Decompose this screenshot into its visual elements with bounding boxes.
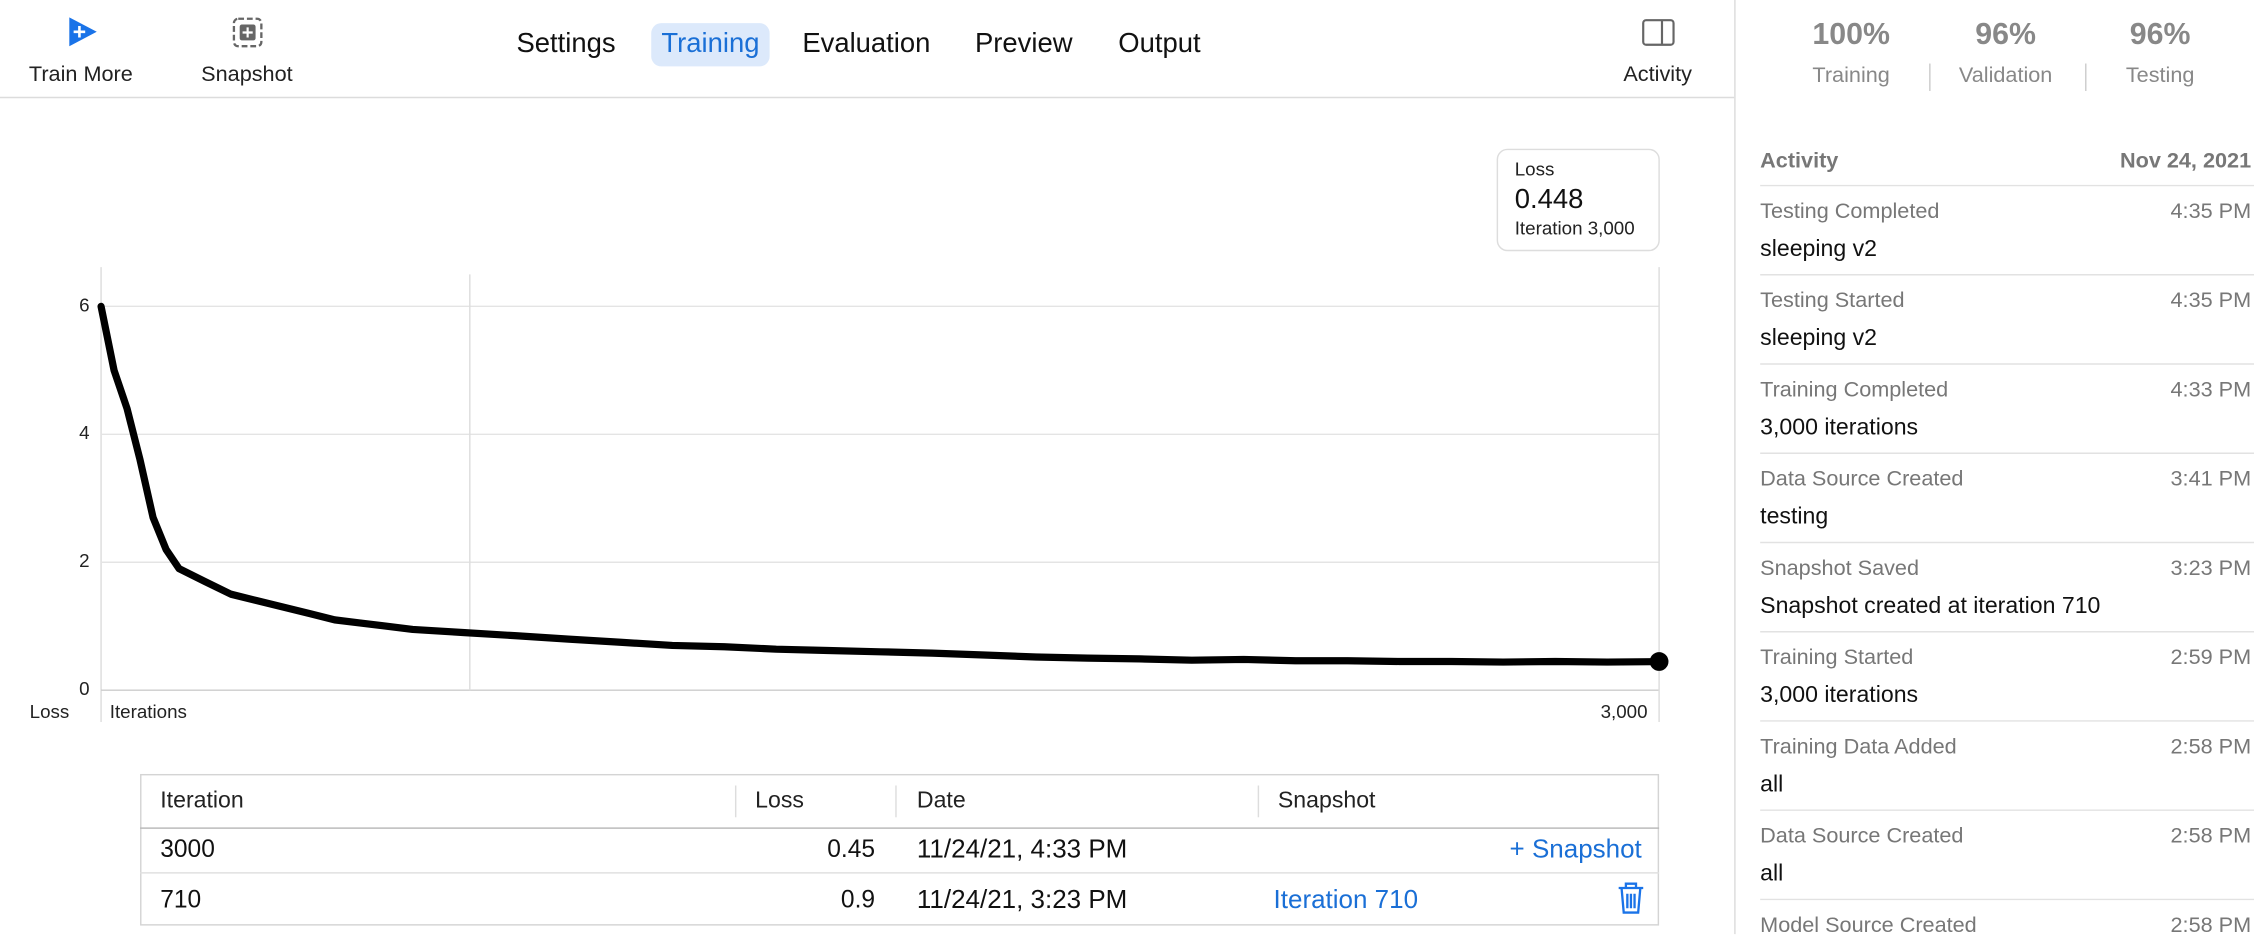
metric-label: Validation bbox=[1959, 62, 2052, 87]
y-tick-label: 4 bbox=[79, 422, 89, 443]
active-tab-bg bbox=[651, 23, 770, 67]
activity-detail: testing bbox=[1760, 503, 1828, 529]
activity-detail: 3,000 iterations bbox=[1760, 681, 1918, 707]
x-tick-label: 3,000 bbox=[1601, 701, 1648, 722]
tab[interactable]: Preview bbox=[975, 27, 1073, 58]
activity-event: Training Completed bbox=[1760, 376, 1948, 401]
activity-time: 3:23 PM bbox=[2171, 555, 2252, 580]
cell-loss: 0.9 bbox=[841, 887, 875, 914]
activity-event: Model Source Created bbox=[1760, 912, 1977, 934]
trash-icon bbox=[1618, 882, 1644, 914]
cell-iteration: 3000 bbox=[160, 836, 215, 863]
plus-icon bbox=[242, 27, 253, 38]
activity-time: 2:59 PM bbox=[2171, 644, 2252, 669]
activity-detail: all bbox=[1760, 860, 1783, 886]
activity-time: 4:33 PM bbox=[2171, 376, 2252, 401]
y-tick-label: 2 bbox=[79, 550, 89, 571]
tooltip-box bbox=[1496, 148, 1660, 252]
tab[interactable]: Settings bbox=[516, 27, 615, 58]
activity-event: Training Started bbox=[1760, 644, 1913, 669]
y-tick-label: 0 bbox=[79, 678, 89, 699]
tooltip-label: Iteration 3,000 bbox=[1515, 218, 1635, 239]
activity-event: Data Source Created bbox=[1760, 823, 1963, 848]
activity-icon bbox=[1642, 19, 1675, 46]
activity-event: Testing Completed bbox=[1760, 198, 1939, 223]
tab[interactable]: Evaluation bbox=[802, 27, 930, 58]
activity-time: 2:58 PM bbox=[2171, 912, 2252, 934]
metric-value: 100% bbox=[1812, 18, 1890, 51]
table-frame bbox=[140, 773, 1660, 926]
activity-detail: all bbox=[1760, 770, 1783, 796]
activity-detail: sleeping v2 bbox=[1760, 324, 1877, 350]
activity-label[interactable]: Activity bbox=[1623, 61, 1692, 86]
metric-label: Training bbox=[1812, 62, 1889, 87]
delete-button[interactable] bbox=[1618, 882, 1644, 914]
table-header: Date bbox=[917, 787, 966, 813]
metric-value: 96% bbox=[2130, 18, 2191, 51]
activity-time: 2:58 PM bbox=[2171, 823, 2252, 848]
train-more-label[interactable]: Train More bbox=[29, 61, 133, 86]
train-more-button[interactable] bbox=[69, 17, 97, 47]
tooltip-value: 0.448 bbox=[1515, 183, 1584, 214]
cell-date: 11/24/21, 3:23 PM bbox=[917, 884, 1127, 914]
activity-detail: Snapshot created at iteration 710 bbox=[1760, 592, 2100, 618]
activity-title: Activity bbox=[1760, 147, 1838, 172]
x-axis-label: Iterations bbox=[110, 701, 187, 722]
plus-icon bbox=[73, 25, 86, 38]
activity-event: Data Source Created bbox=[1760, 466, 1963, 491]
activity-event: Testing Started bbox=[1760, 287, 1904, 312]
add-snapshot-link[interactable]: + Snapshot bbox=[1510, 833, 1643, 863]
table-header: Snapshot bbox=[1278, 787, 1376, 813]
loss-line bbox=[97, 302, 1663, 666]
activity-detail: 3,000 iterations bbox=[1760, 413, 1918, 439]
activity-time: 2:58 PM bbox=[2171, 733, 2252, 758]
metric-label: Testing bbox=[2126, 62, 2195, 87]
tab[interactable]: Output bbox=[1118, 27, 1201, 58]
cell-iteration: 710 bbox=[160, 887, 201, 914]
activity-event: Snapshot Saved bbox=[1760, 555, 1919, 580]
activity-time: 4:35 PM bbox=[2171, 198, 2252, 223]
activity-time: 3:41 PM bbox=[2171, 466, 2252, 491]
y-tick-label: 6 bbox=[79, 294, 89, 315]
activity-date: Nov 24, 2021 bbox=[2120, 147, 2251, 172]
snapshot-link[interactable]: Iteration 710 bbox=[1274, 884, 1418, 914]
cell-date: 11/24/21, 4:33 PM bbox=[917, 833, 1127, 863]
activity-detail: sleeping v2 bbox=[1760, 235, 1877, 261]
table-header: Iteration bbox=[160, 787, 243, 813]
tooltip-title: Loss bbox=[1515, 158, 1555, 179]
tab[interactable]: Training bbox=[661, 27, 759, 58]
activity-time: 4:35 PM bbox=[2171, 287, 2252, 312]
snapshot-button[interactable] bbox=[232, 17, 263, 48]
snapshot-icon bbox=[232, 17, 263, 48]
snapshot-label[interactable]: Snapshot bbox=[201, 61, 292, 86]
activity-button[interactable] bbox=[1642, 19, 1675, 46]
metric-value: 96% bbox=[1975, 18, 2036, 51]
cell-loss: 0.45 bbox=[827, 836, 875, 863]
y-axis-label: Loss bbox=[30, 701, 70, 722]
end-point bbox=[1649, 652, 1669, 671]
table-header: Loss bbox=[755, 787, 804, 813]
activity-event: Training Data Added bbox=[1760, 733, 1957, 758]
